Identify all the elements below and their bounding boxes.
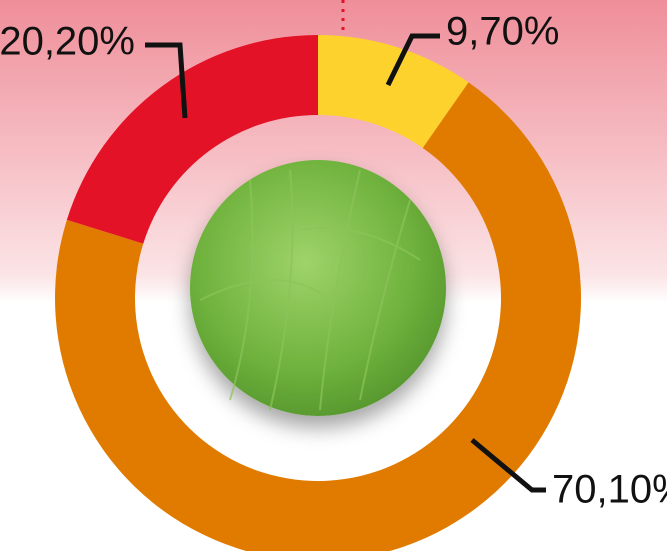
chart: 9,70% 70,10% 20,20%	[0, 0, 667, 551]
value-label: 70,10%	[552, 468, 667, 512]
value-label: 9,70%	[446, 10, 559, 54]
value-label: 20,20%	[0, 20, 135, 64]
page: 9,70%70,10%20,20% (() => { const data = …	[0, 0, 667, 551]
